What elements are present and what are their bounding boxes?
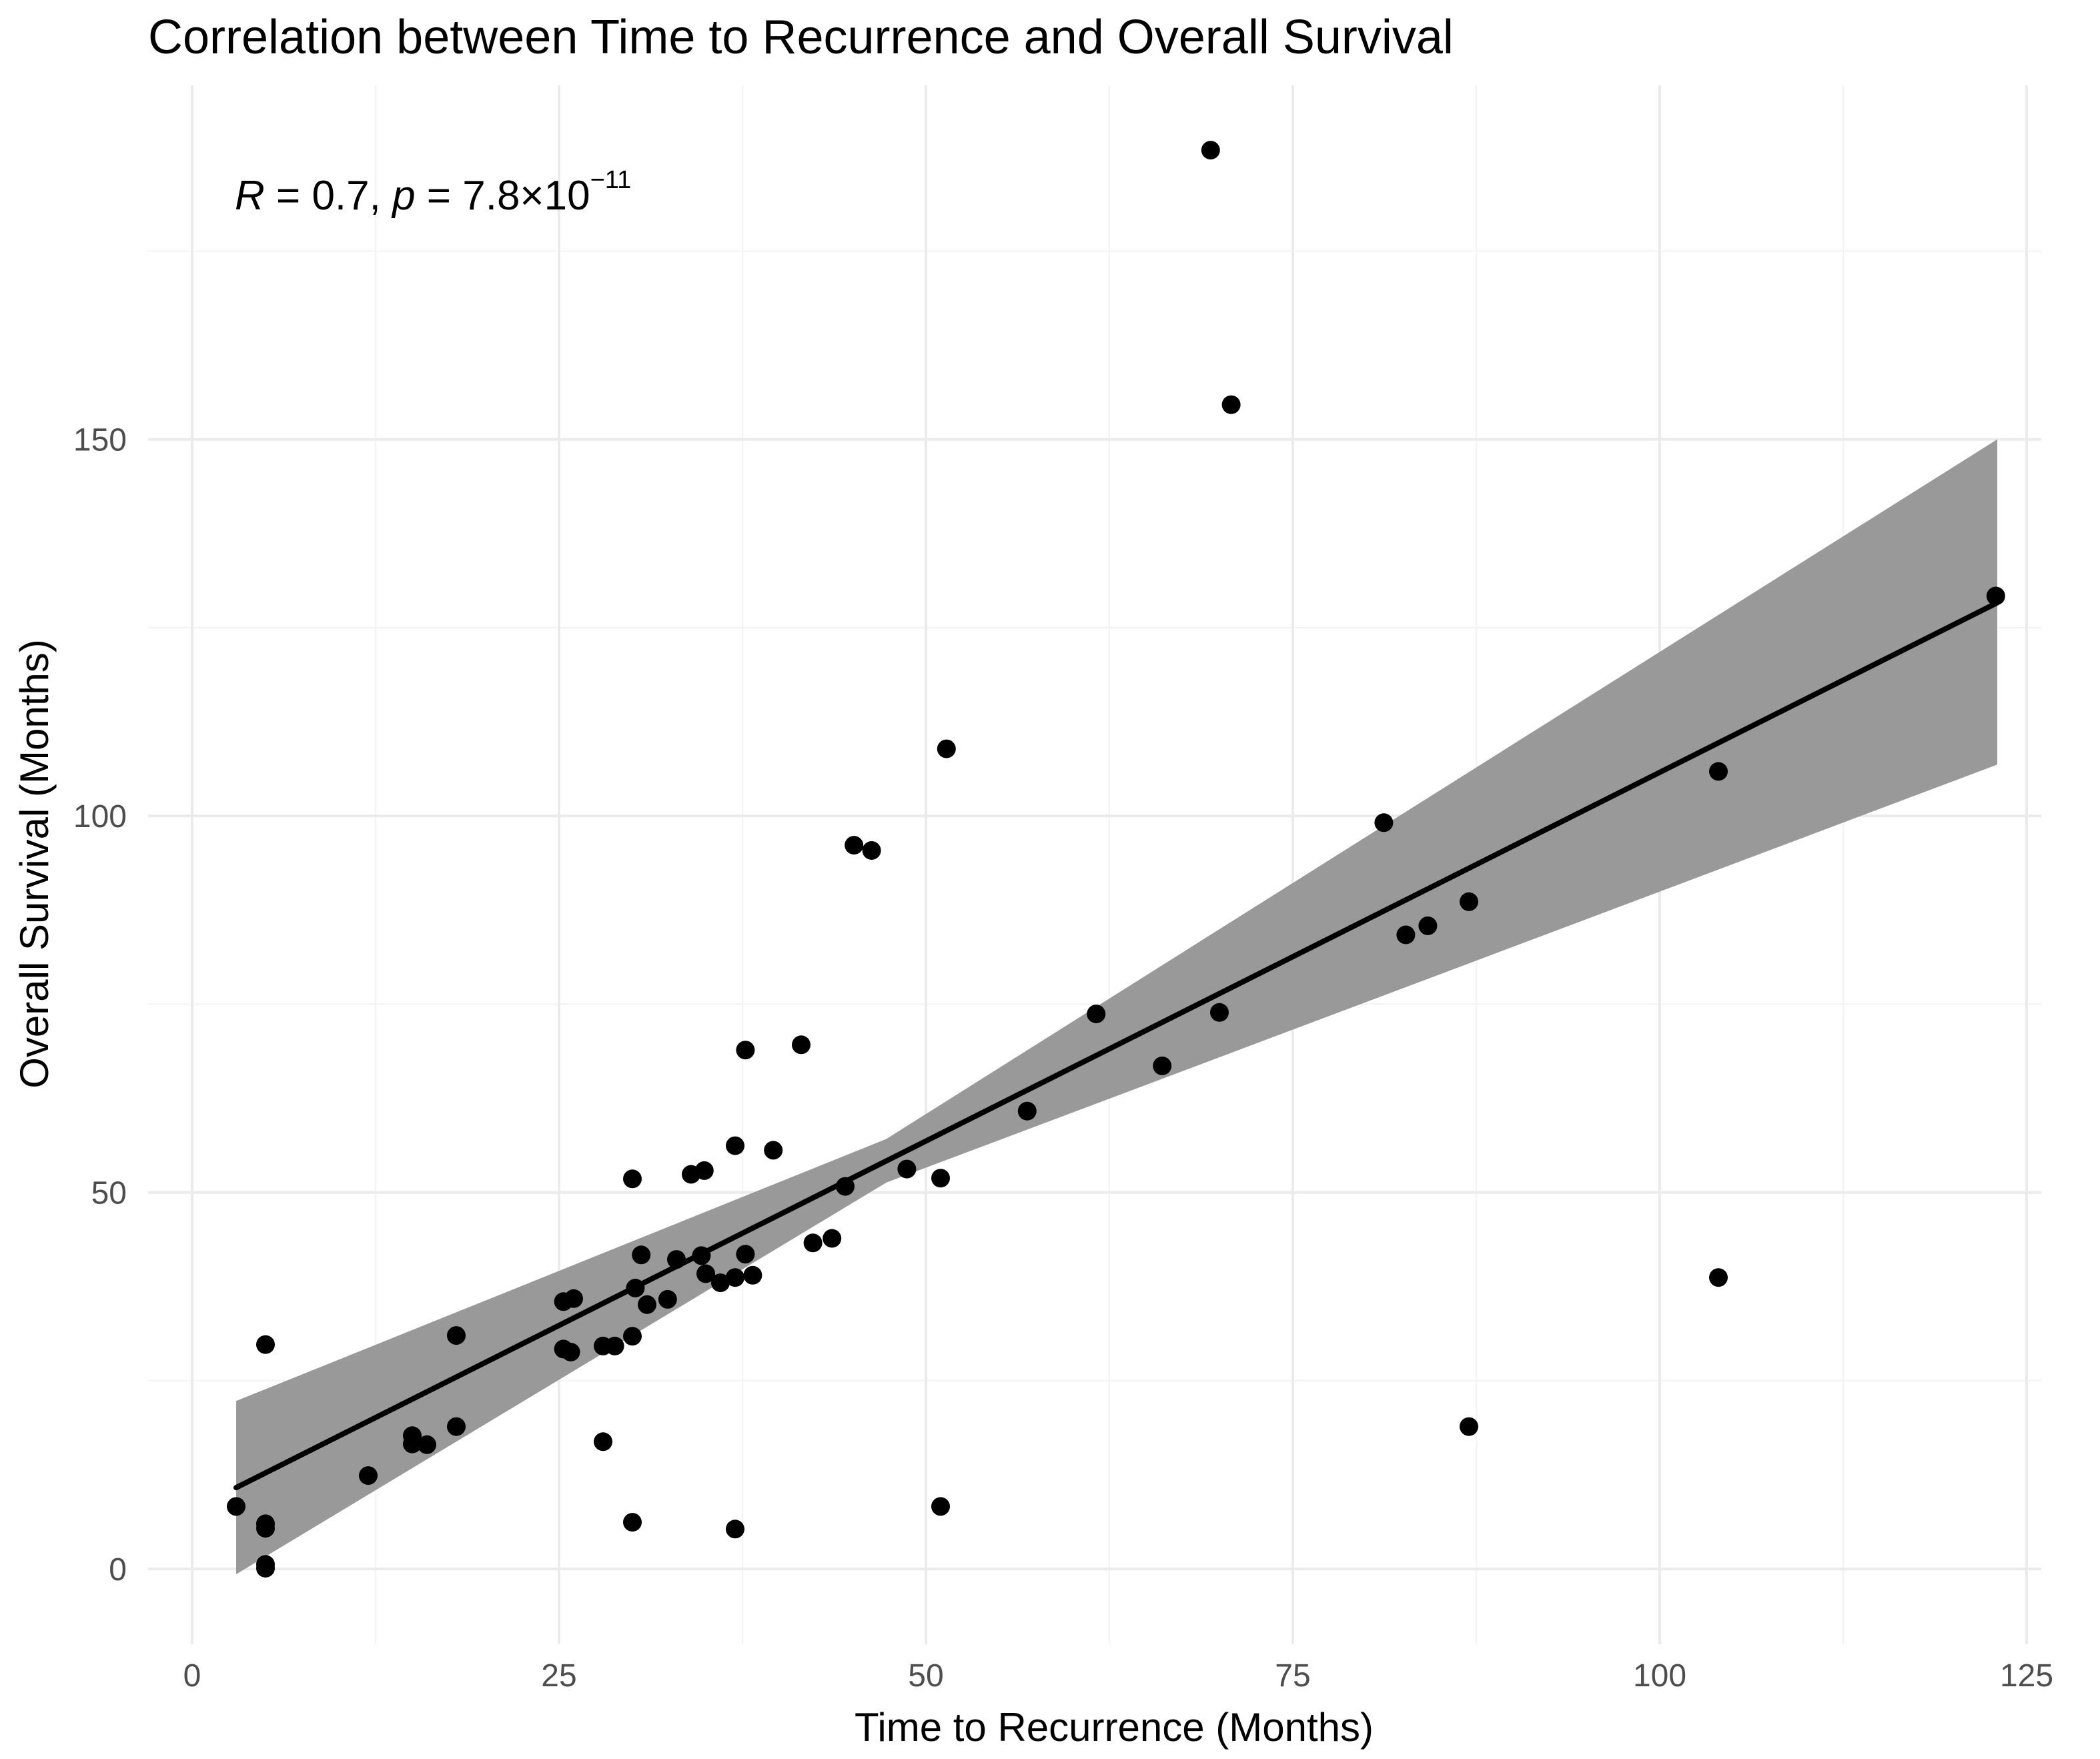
data-point bbox=[1460, 1417, 1478, 1436]
data-point bbox=[1460, 892, 1478, 911]
data-point bbox=[256, 1519, 275, 1538]
data-point bbox=[682, 1165, 700, 1184]
data-point bbox=[256, 1335, 275, 1354]
data-point bbox=[937, 739, 956, 758]
data-point bbox=[418, 1435, 436, 1454]
data-point bbox=[1221, 395, 1241, 414]
p-symbol: p bbox=[391, 173, 415, 219]
x-tick-label: 100 bbox=[1633, 1658, 1686, 1694]
r-symbol: R bbox=[235, 173, 265, 219]
data-point bbox=[1418, 916, 1438, 935]
data-point bbox=[447, 1417, 466, 1436]
data-point bbox=[743, 1265, 762, 1285]
data-point bbox=[845, 836, 864, 855]
x-axis-tick-labels: 0 25 50 75 100 125 bbox=[183, 1658, 2053, 1694]
x-tick-label: 125 bbox=[2000, 1658, 2053, 1694]
data-point bbox=[605, 1336, 624, 1355]
data-point bbox=[736, 1041, 755, 1060]
y-axis-title: Overall Survival (Months) bbox=[12, 639, 57, 1089]
data-point bbox=[764, 1141, 783, 1160]
x-tick-label: 75 bbox=[1275, 1658, 1310, 1694]
x-tick-label: 50 bbox=[908, 1658, 943, 1694]
data-point bbox=[1153, 1056, 1172, 1075]
data-point bbox=[1087, 1005, 1106, 1023]
data-point bbox=[726, 1520, 744, 1539]
data-point bbox=[1709, 762, 1728, 781]
data-point bbox=[403, 1434, 422, 1453]
data-point bbox=[1201, 141, 1220, 160]
data-point bbox=[897, 1159, 917, 1179]
data-point bbox=[561, 1343, 580, 1361]
data-point bbox=[632, 1245, 651, 1265]
data-point bbox=[623, 1327, 642, 1346]
x-axis-title: Time to Recurrence (Months) bbox=[855, 1705, 1374, 1750]
data-point bbox=[726, 1268, 744, 1287]
data-point bbox=[803, 1233, 823, 1253]
x-tick-label: 25 bbox=[541, 1658, 576, 1694]
y-axis-tick-labels: 0 50 100 150 bbox=[73, 423, 127, 1588]
p-equation: = 7.8×10 bbox=[416, 173, 590, 219]
data-point bbox=[227, 1497, 245, 1516]
data-point bbox=[736, 1245, 755, 1264]
y-tick-label: 0 bbox=[109, 1552, 127, 1588]
y-tick-label: 150 bbox=[73, 423, 127, 458]
data-point bbox=[1396, 925, 1416, 945]
data-point bbox=[256, 1559, 275, 1578]
data-point bbox=[1210, 1003, 1229, 1022]
data-point bbox=[623, 1169, 642, 1189]
data-point bbox=[1017, 1101, 1037, 1121]
r-equation: = 0.7, bbox=[265, 173, 392, 219]
data-point bbox=[823, 1229, 842, 1248]
data-point bbox=[623, 1513, 642, 1532]
data-point bbox=[638, 1295, 656, 1314]
data-point bbox=[1986, 586, 2005, 606]
data-point bbox=[726, 1136, 744, 1155]
data-points bbox=[227, 141, 2005, 1578]
stats-annotation: R = 0.7, p = 7.8×10−11 bbox=[235, 166, 631, 219]
confidence-band bbox=[236, 439, 1997, 1574]
data-point bbox=[1709, 1268, 1728, 1287]
data-point bbox=[696, 1264, 715, 1283]
data-point bbox=[711, 1273, 730, 1293]
data-point bbox=[862, 841, 881, 860]
data-point bbox=[1374, 813, 1394, 832]
data-point bbox=[447, 1326, 466, 1345]
p-exponent: −11 bbox=[590, 166, 632, 194]
data-point bbox=[931, 1169, 950, 1188]
data-point bbox=[792, 1035, 811, 1055]
regression-line bbox=[233, 600, 2000, 1491]
data-point bbox=[554, 1292, 573, 1311]
y-tick-label: 100 bbox=[73, 799, 127, 834]
data-point bbox=[658, 1289, 677, 1309]
chart-title: Correlation between Time to Recurrence a… bbox=[148, 11, 1454, 64]
data-point bbox=[931, 1497, 950, 1516]
data-point bbox=[594, 1432, 612, 1451]
x-tick-label: 0 bbox=[183, 1658, 201, 1694]
y-tick-label: 50 bbox=[91, 1176, 127, 1211]
data-point bbox=[359, 1466, 378, 1486]
